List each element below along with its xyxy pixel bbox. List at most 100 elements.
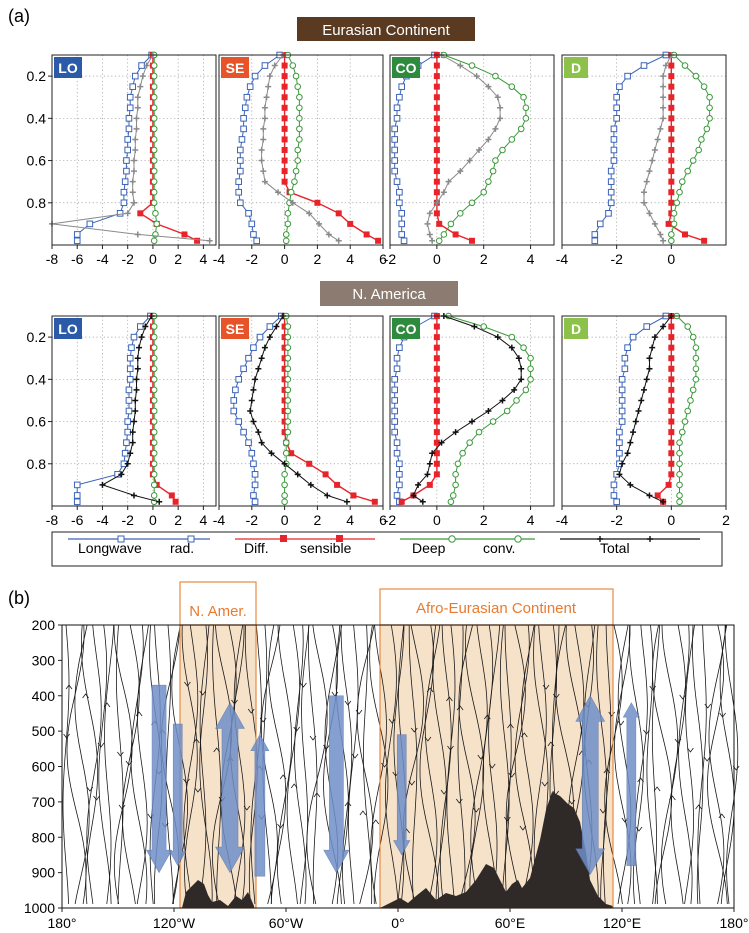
x-tick-label: 2 bbox=[314, 251, 322, 267]
point-total bbox=[662, 62, 669, 69]
point-deep bbox=[466, 439, 473, 446]
point-deep bbox=[150, 237, 158, 245]
point-longwave bbox=[245, 354, 252, 362]
panel-frame bbox=[389, 54, 555, 246]
panel-tag-box bbox=[392, 318, 420, 339]
point-diff bbox=[452, 231, 459, 238]
point-longwave bbox=[246, 83, 254, 90]
point-deep bbox=[485, 178, 492, 185]
point-diff bbox=[668, 62, 675, 69]
point-deep bbox=[692, 72, 700, 80]
point-longwave bbox=[624, 344, 631, 351]
point-diff bbox=[433, 323, 440, 330]
point-diff bbox=[181, 231, 188, 238]
point-total bbox=[294, 471, 301, 478]
legend-diff-text-2: sensible bbox=[300, 540, 352, 556]
point-longwave bbox=[396, 460, 403, 468]
point-diff bbox=[668, 429, 675, 436]
lon-tick-label: 180° bbox=[720, 915, 749, 931]
panel-tag-box bbox=[564, 318, 588, 339]
streamline-arrowhead bbox=[456, 705, 464, 711]
point-longwave bbox=[235, 418, 242, 425]
point-total bbox=[643, 376, 650, 383]
streamline bbox=[130, 624, 148, 905]
streamline-arrowhead bbox=[293, 726, 301, 732]
streamline-arrowhead bbox=[290, 783, 298, 789]
point-total bbox=[657, 231, 664, 238]
point-longwave bbox=[607, 178, 615, 185]
point-total bbox=[131, 418, 137, 425]
point-longwave bbox=[396, 199, 403, 207]
point-total bbox=[485, 136, 492, 143]
streamline bbox=[504, 624, 512, 905]
point-deep bbox=[284, 376, 292, 383]
point-diff bbox=[668, 344, 675, 351]
point-diff bbox=[281, 147, 288, 153]
point-longwave bbox=[237, 146, 244, 154]
point-deep bbox=[689, 386, 697, 394]
point-diff bbox=[433, 104, 440, 111]
point-deep bbox=[681, 418, 689, 425]
streamline-arrowhead bbox=[125, 760, 133, 766]
pressure-tick-label: 800 bbox=[32, 829, 56, 845]
point-diff bbox=[433, 460, 440, 467]
point-total bbox=[426, 460, 433, 467]
point-longwave bbox=[643, 323, 651, 330]
streamline-arrowhead bbox=[351, 753, 359, 759]
point-longwave bbox=[391, 167, 398, 175]
streamline bbox=[307, 624, 318, 905]
point-deep bbox=[468, 62, 476, 69]
point-deep bbox=[676, 498, 683, 506]
point-deep bbox=[508, 83, 516, 90]
y-tick-label: 0.4 bbox=[27, 110, 47, 126]
streamline-arrowhead bbox=[243, 805, 251, 811]
point-total bbox=[131, 168, 137, 175]
streamline-arrowhead bbox=[277, 823, 284, 829]
point-longwave bbox=[640, 62, 648, 69]
legend-deep-text-2: conv. bbox=[483, 540, 515, 556]
streamline-arrowhead bbox=[259, 717, 267, 723]
point-longwave bbox=[613, 93, 620, 101]
x-tick-label: -6 bbox=[71, 512, 84, 528]
point-longwave bbox=[398, 83, 406, 90]
point-total bbox=[651, 147, 658, 153]
lon-tick-label: 120°E bbox=[603, 915, 641, 931]
point-total bbox=[258, 355, 265, 362]
point-diff bbox=[668, 386, 675, 393]
point-longwave bbox=[393, 104, 401, 112]
point-longwave bbox=[126, 354, 134, 362]
point-longwave bbox=[240, 428, 247, 436]
point-diff bbox=[469, 237, 475, 244]
point-total bbox=[469, 418, 475, 425]
point-diff bbox=[281, 157, 288, 164]
y-tick-label: 0.2 bbox=[27, 329, 47, 345]
point-total bbox=[134, 94, 141, 101]
x-tick-label: 0 bbox=[281, 512, 289, 528]
point-longwave bbox=[621, 354, 629, 362]
point-total bbox=[410, 492, 417, 499]
y-tick-label: 0.6 bbox=[27, 153, 47, 169]
point-longwave bbox=[391, 397, 398, 404]
point-deep bbox=[284, 407, 292, 415]
point-longwave bbox=[396, 93, 403, 101]
x-tick-label: -2 bbox=[384, 251, 397, 267]
point-deep bbox=[681, 62, 689, 69]
point-total bbox=[627, 439, 634, 446]
point-deep bbox=[150, 178, 158, 185]
point-total bbox=[129, 429, 136, 436]
point-longwave bbox=[396, 481, 403, 489]
streamline-arrowhead bbox=[719, 712, 726, 718]
point-longwave bbox=[243, 93, 251, 101]
point-diff bbox=[281, 104, 288, 111]
point-total bbox=[268, 450, 275, 457]
point-total bbox=[499, 397, 506, 404]
point-deep bbox=[676, 439, 683, 446]
point-total bbox=[132, 147, 139, 153]
point-longwave bbox=[138, 62, 145, 69]
panel-label-a: (a) bbox=[8, 6, 30, 26]
point-total bbox=[426, 231, 433, 238]
point-deep bbox=[520, 344, 527, 351]
streamline bbox=[707, 624, 728, 905]
point-longwave bbox=[610, 481, 618, 489]
